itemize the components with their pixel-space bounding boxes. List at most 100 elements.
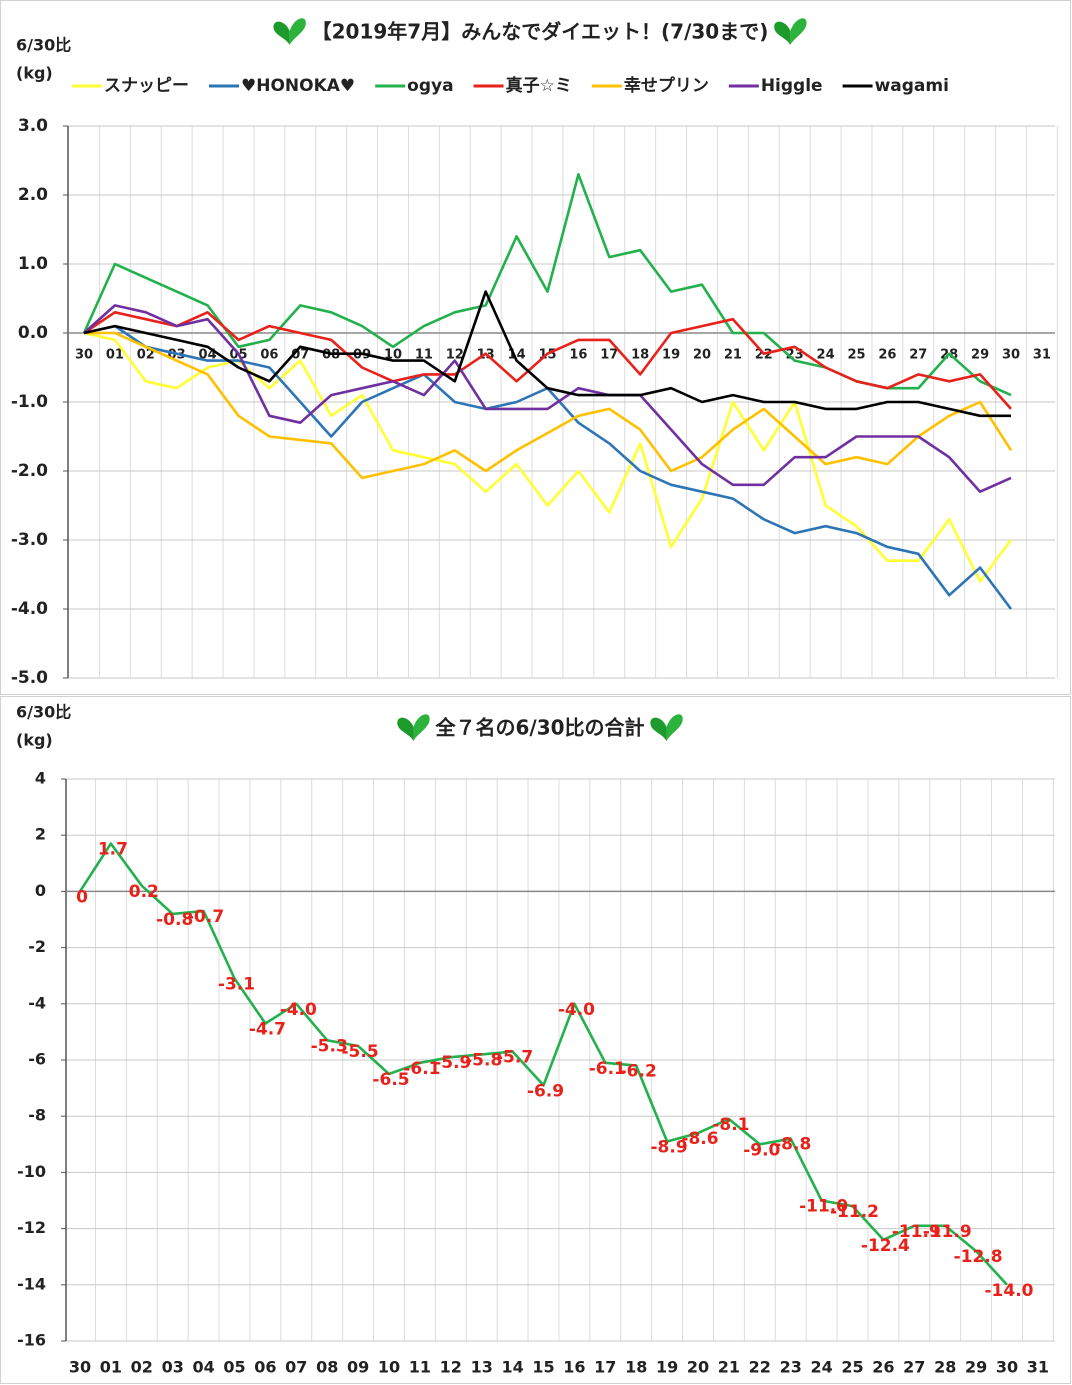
x-tick-label: 30 (69, 1358, 91, 1377)
data-label: -12.4 (861, 1236, 910, 1256)
chart-title: 【2019年7月】みんなでダイエット！(7/30まで) (312, 20, 769, 44)
leaf (413, 714, 430, 741)
legend-label: スナッピー (104, 76, 189, 96)
x-tick-label: 07 (285, 1358, 307, 1377)
data-label: 1.7 (98, 840, 128, 860)
series-line (83, 311, 1012, 410)
data-label: -11.9 (892, 1222, 941, 1242)
leaf (650, 717, 667, 741)
data-label: -5.7 (496, 1048, 533, 1068)
data-label: -3.1 (218, 975, 255, 995)
data-label: -8.8 (774, 1135, 811, 1155)
x-tick-label: 23 (780, 1358, 802, 1377)
y-tick-label: -5.0 (11, 668, 48, 688)
data-label: -4.0 (558, 1000, 595, 1020)
y-tick-label: -8 (28, 1106, 46, 1125)
data-label: -11.0 (799, 1197, 848, 1217)
x-tick-label: 27 (903, 1358, 925, 1377)
data-label: -8.1 (712, 1115, 749, 1135)
y-tick-label: -10 (17, 1162, 46, 1181)
panel (0, 0, 1071, 695)
x-tick-label: 25 (841, 1358, 863, 1377)
y-tick-label: -2.0 (11, 461, 48, 481)
leaf (790, 18, 807, 46)
x-tick-label: 31 (1033, 348, 1051, 363)
data-label: -6.9 (527, 1081, 564, 1101)
y-tick-label: -3.0 (11, 530, 48, 550)
y-axis-label: (kg) (16, 64, 53, 83)
data-label: -5.5 (342, 1042, 379, 1062)
x-tick-label: 02 (137, 348, 155, 363)
data-label: -6.1 (403, 1059, 440, 1079)
x-tick-label: 11 (409, 1358, 431, 1377)
x-tick-label: 06 (254, 1358, 276, 1377)
x-tick-label: 10 (378, 1358, 400, 1377)
data-label: -11.9 (923, 1222, 972, 1242)
x-tick-label: 11 (415, 348, 433, 363)
y-tick-label: -16 (17, 1331, 46, 1350)
series-line (83, 304, 1012, 493)
x-tick-label: 31 (1027, 1358, 1049, 1377)
leaf (273, 21, 290, 45)
data-label: -12.8 (954, 1247, 1003, 1267)
leaf (666, 714, 683, 741)
x-tick-label: 08 (316, 1358, 338, 1377)
y-axis-label: (kg) (16, 731, 53, 750)
y-tick-label: -2 (28, 937, 46, 956)
series-line (78, 842, 1008, 1286)
x-tick-label: 29 (971, 348, 989, 363)
x-tick-label: 14 (501, 1358, 523, 1377)
x-tick-label: 22 (749, 1358, 771, 1377)
x-tick-label: 19 (656, 1358, 678, 1377)
leaf (289, 18, 306, 46)
legend-label: 幸せプリン (624, 75, 709, 96)
y-tick-label: -1.0 (11, 392, 48, 412)
x-tick-label: 03 (162, 1358, 184, 1377)
y-tick-label: 2 (35, 825, 46, 844)
x-tick-label: 20 (687, 1358, 709, 1377)
data-label: -5.3 (311, 1036, 348, 1056)
x-tick-label: 30 (75, 348, 93, 363)
x-tick-label: 16 (563, 1358, 585, 1377)
x-tick-label: 12 (446, 348, 464, 363)
y-tick-label: 2.0 (18, 185, 48, 205)
data-label: -8.6 (681, 1129, 718, 1149)
data-label: -6.1 (589, 1059, 626, 1079)
x-tick-label: 21 (724, 348, 742, 363)
data-label: -4.7 (249, 1019, 286, 1039)
y-tick-label: -6 (28, 1050, 46, 1069)
leaf-icon (397, 714, 430, 741)
data-label: 0 (76, 887, 88, 907)
data-label: -14.0 (985, 1281, 1034, 1301)
y-tick-label: -4 (28, 993, 46, 1012)
x-tick-label: 01 (100, 1358, 122, 1377)
x-tick-label: 24 (817, 348, 835, 363)
x-tick-label: 26 (872, 1358, 894, 1377)
x-tick-label: 12 (440, 1358, 462, 1377)
x-tick-label: 18 (631, 348, 649, 363)
x-tick-label: 05 (223, 1358, 245, 1377)
legend-label: ogya (407, 76, 453, 96)
x-tick-label: 27 (909, 348, 927, 363)
y-axis-label: 6/30比 (16, 36, 71, 55)
series-line (83, 290, 1011, 418)
x-tick-label: 01 (106, 348, 124, 363)
x-tick-label: 18 (625, 1358, 647, 1377)
y-axis-label: 6/30比 (16, 703, 71, 722)
x-tick-label: 20 (693, 348, 711, 363)
panel (0, 696, 1071, 1384)
data-label: -5.9 (434, 1053, 471, 1073)
data-label: -9.0 (743, 1140, 780, 1160)
y-tick-label: 0 (35, 881, 46, 900)
leaf (774, 21, 791, 45)
x-tick-label: 02 (131, 1358, 153, 1377)
data-label: -0.8 (156, 910, 193, 930)
y-tick-label: 0.0 (18, 323, 48, 343)
legend-label: wagami (875, 76, 949, 96)
x-tick-label: 06 (260, 348, 278, 363)
x-tick-label: 29 (965, 1358, 987, 1377)
data-label: 0.2 (129, 882, 159, 902)
chart-title: 全７名の6/30比の合計 (434, 716, 644, 740)
